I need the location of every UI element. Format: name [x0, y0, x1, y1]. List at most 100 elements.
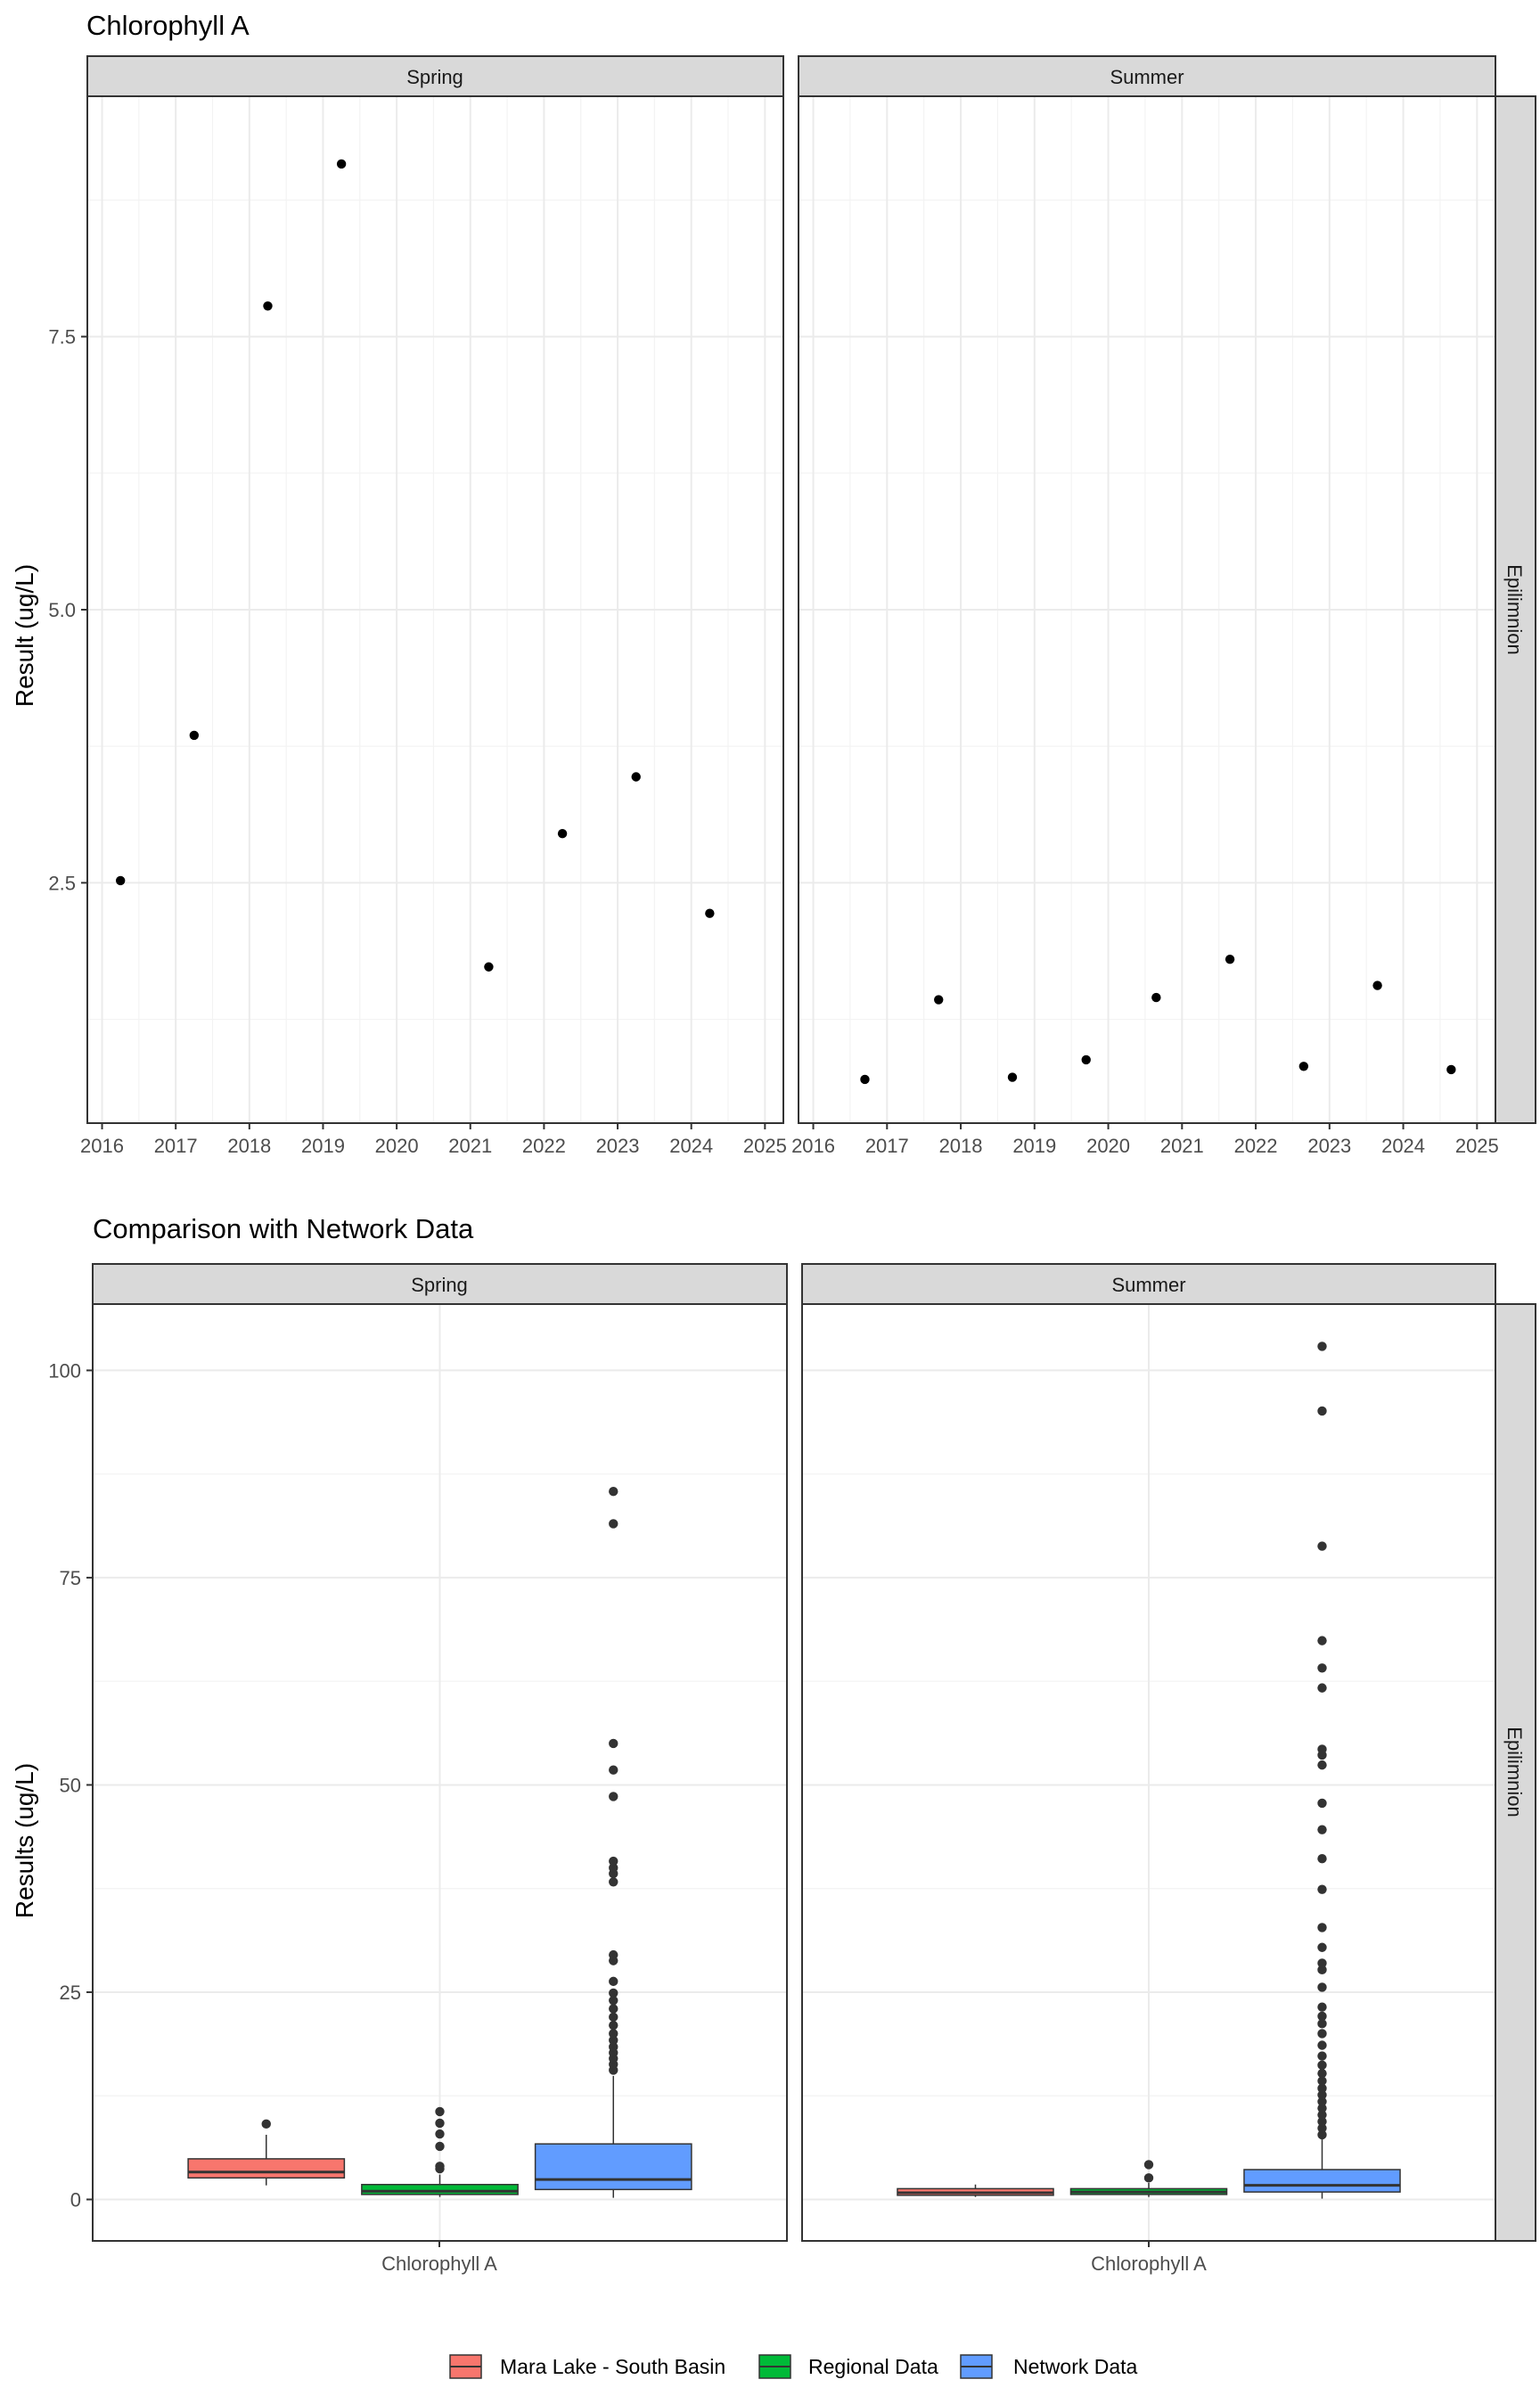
outlier-point — [435, 2141, 445, 2152]
outlier-point — [609, 2020, 618, 2031]
outlier-point — [1317, 2011, 1327, 2022]
outlier-point — [609, 2042, 618, 2052]
x-tick-label: 2016 — [791, 1135, 835, 1157]
boxplot-y-axis: 0 25 50 75 100 — [48, 1359, 93, 2211]
boxplot-row-strip — [1495, 1303, 1536, 2242]
scatter-row-strip — [1495, 95, 1536, 1124]
boxplot-chart-title: Comparison with Network Data — [93, 1213, 474, 1244]
data-point — [1081, 1054, 1091, 1065]
scatter-panel-spring-points — [115, 159, 715, 972]
scatter-panel-summer-x-axis: 2016 2017 2018 2019 2020 2021 2022 2023 2024 2025 — [791, 1123, 1499, 1157]
data-point — [557, 829, 568, 839]
scatter-panel-summer-strip-label: Summer — [1110, 66, 1184, 88]
outlier-point — [609, 1856, 618, 1867]
outlier-point — [609, 1949, 618, 1960]
box-network-data — [1243, 1342, 1401, 2199]
outlier-point — [609, 1988, 618, 1998]
outlier-point — [1143, 2173, 1154, 2183]
y-tick-label: 2.5 — [48, 872, 76, 894]
outlier-point — [1317, 1798, 1327, 1809]
scatter-y-axis: 2.5 5.0 7.5 — [48, 326, 87, 894]
x-tick-label: 2017 — [865, 1135, 909, 1157]
legend-label-regional-data: Regional Data — [808, 2355, 938, 2378]
boxplot-panel-spring-boxes — [187, 1487, 692, 2198]
outlier-point — [1317, 1406, 1327, 1416]
data-point — [336, 159, 347, 169]
boxplot-panel-spring-strip — [92, 1263, 788, 1305]
outlier-point — [1317, 1541, 1327, 1551]
outlier-point — [1317, 2060, 1327, 2071]
box-body — [187, 2158, 346, 2179]
box-mara-lake-south-basin — [897, 2184, 1054, 2197]
x-tick-label: 2022 — [522, 1135, 566, 1157]
boxplot-row-strip-label: Epilimnion — [1503, 1727, 1526, 1818]
outlier-point — [1317, 1982, 1327, 1992]
scatter-panel-summer-points — [860, 954, 1456, 1085]
scatter-chart-title: Chlorophyll A — [86, 10, 250, 41]
y-tick-label: 75 — [60, 1567, 81, 1589]
outlier-point — [1317, 2096, 1327, 2106]
scatter-panel-summer: Summer 2016 2017 2018 2019 2020 2021 2022 2023 2… — [791, 55, 1499, 1157]
outlier-point — [1317, 2110, 1327, 2120]
outlier-point — [1317, 2116, 1327, 2127]
data-point — [189, 730, 200, 741]
x-tick-label: 2023 — [1307, 1135, 1351, 1157]
outlier-point — [1317, 2019, 1327, 2029]
scatter-panel-spring-x-axis: 2016 2017 2018 2019 2020 2021 2022 2023 2024 2025 — [80, 1123, 787, 1157]
boxplot-panel-summer-strip-label: Summer — [1111, 1274, 1185, 1296]
scatter-y-axis-label: Result (ug/L) — [11, 564, 38, 707]
data-point — [263, 301, 273, 311]
x-tick-label: 2016 — [80, 1135, 124, 1157]
boxplot-chart: Comparison with Network Data Results (ug… — [11, 1213, 1536, 2379]
data-point — [1372, 981, 1382, 990]
x-tick-label: 2018 — [227, 1135, 271, 1157]
data-point — [705, 908, 715, 918]
y-tick-label: 5.0 — [48, 599, 76, 621]
box-body — [534, 2143, 692, 2191]
outlier-point — [435, 2129, 445, 2139]
boxplot-y-axis-label: Results (ug/L) — [11, 1763, 38, 1918]
boxplot-panel-summer-strip — [801, 1263, 1496, 1305]
outlier-point — [1317, 1884, 1327, 1894]
y-tick-label: 25 — [60, 1982, 81, 2004]
scatter-panel-spring: Spring 2016 2017 2018 2019 2020 2021 2022 2023 2… — [80, 55, 787, 1157]
outlier-point — [1317, 2123, 1327, 2133]
outlier-point — [1317, 1854, 1327, 1864]
outlier-point — [1317, 1636, 1327, 1645]
scatter-row-strip-label: Epilimnion — [1503, 564, 1526, 655]
outlier-point — [609, 2004, 618, 2014]
outlier-point — [435, 2162, 445, 2171]
box-mara-lake-south-basin — [187, 2119, 346, 2186]
outlier-point — [609, 2035, 618, 2046]
boxplot-panel-spring-grid — [93, 1304, 787, 2241]
outlier-point — [609, 1738, 618, 1749]
outlier-point — [1317, 1760, 1327, 1770]
outlier-point — [1143, 2160, 1154, 2170]
data-point — [860, 1074, 870, 1085]
boxplot-panel-spring-x-tick-label: Chlorophyll A — [381, 2252, 497, 2275]
outlier-point — [1317, 2029, 1327, 2039]
outlier-point — [609, 1976, 618, 1987]
x-tick-label: 2020 — [375, 1135, 419, 1157]
boxplot-panel-spring-strip-label: Spring — [411, 1274, 468, 1296]
outlier-point — [1317, 2083, 1327, 2094]
outlier-point — [609, 1996, 618, 2006]
outlier-point — [1317, 1825, 1327, 1834]
outlier-point — [1317, 2129, 1327, 2140]
outlier-point — [1317, 2090, 1327, 2100]
outlier-point — [1317, 2068, 1327, 2079]
outlier-point — [609, 2029, 618, 2039]
x-tick-label: 2024 — [1381, 1135, 1425, 1157]
x-tick-label: 2019 — [301, 1135, 345, 1157]
y-tick-label: 7.5 — [48, 326, 76, 349]
outlier-point — [609, 1765, 618, 1775]
box-body — [1243, 2169, 1401, 2193]
outlier-point — [609, 2012, 618, 2023]
outlier-point — [1317, 2076, 1327, 2086]
boxplot-panel-summer-grid — [802, 1304, 1495, 2241]
outlier-point — [1317, 1965, 1327, 1975]
scatter-panel-spring-strip — [86, 55, 784, 97]
data-point — [1446, 1064, 1456, 1075]
legend: Mara Lake - South Basin Regional Data Ne… — [449, 2354, 1138, 2379]
